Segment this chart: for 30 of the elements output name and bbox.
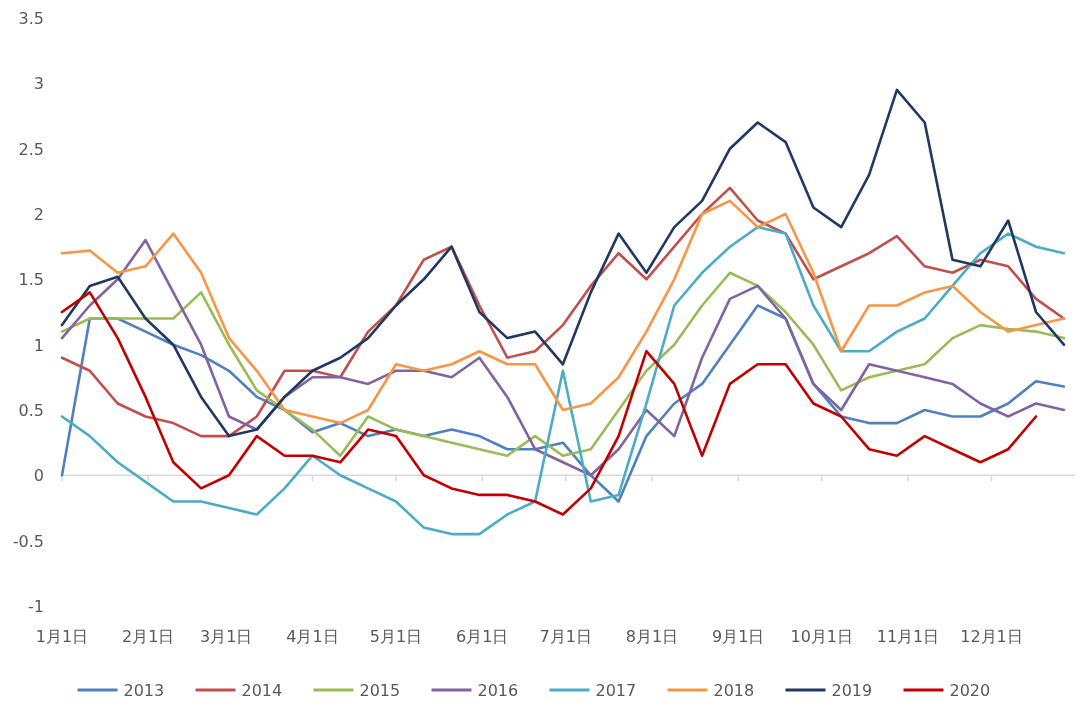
y-tick-label: 0 bbox=[33, 466, 44, 486]
y-tick-label: -0.5 bbox=[12, 531, 44, 551]
legend-label: 2016 bbox=[477, 681, 519, 700]
x-tick-label: 4月1日 bbox=[286, 627, 339, 646]
x-tick-label: 7月1日 bbox=[539, 627, 592, 646]
x-tick-label: 9月1日 bbox=[712, 627, 765, 646]
y-tick-label: 0.5 bbox=[18, 401, 44, 420]
legend-label: 2020 bbox=[949, 681, 991, 700]
x-tick-label: 8月1日 bbox=[625, 627, 679, 646]
y-tick-label: 3.5 bbox=[18, 9, 44, 28]
legend-label: 2017 bbox=[595, 681, 637, 700]
x-tick-label: 3月1日 bbox=[200, 627, 253, 646]
y-tick-label: 1 bbox=[33, 335, 44, 355]
y-tick-label: 3 bbox=[33, 74, 44, 94]
y-tick-label: 1.5 bbox=[18, 270, 44, 290]
legend-label: 2019 bbox=[831, 681, 873, 700]
x-tick-label: 11月1日 bbox=[876, 627, 940, 646]
x-tick-label: 10月1日 bbox=[790, 627, 854, 646]
y-tick-label: -1 bbox=[28, 597, 44, 616]
legend-label: 2018 bbox=[713, 681, 755, 700]
y-tick-label: 2 bbox=[33, 205, 44, 224]
y-tick-label: 2.5 bbox=[18, 139, 44, 159]
x-tick-label: 6月1日 bbox=[456, 627, 509, 646]
x-tick-label: 5月1日 bbox=[369, 627, 423, 646]
legend-label: 2014 bbox=[241, 681, 283, 700]
x-tick-label: 1月1日 bbox=[35, 627, 89, 646]
x-tick-label: 12月1日 bbox=[960, 627, 1023, 646]
x-tick-label: 2月1日 bbox=[122, 627, 175, 646]
legend-label: 2015 bbox=[359, 681, 401, 700]
legend-label: 2013 bbox=[123, 681, 165, 700]
